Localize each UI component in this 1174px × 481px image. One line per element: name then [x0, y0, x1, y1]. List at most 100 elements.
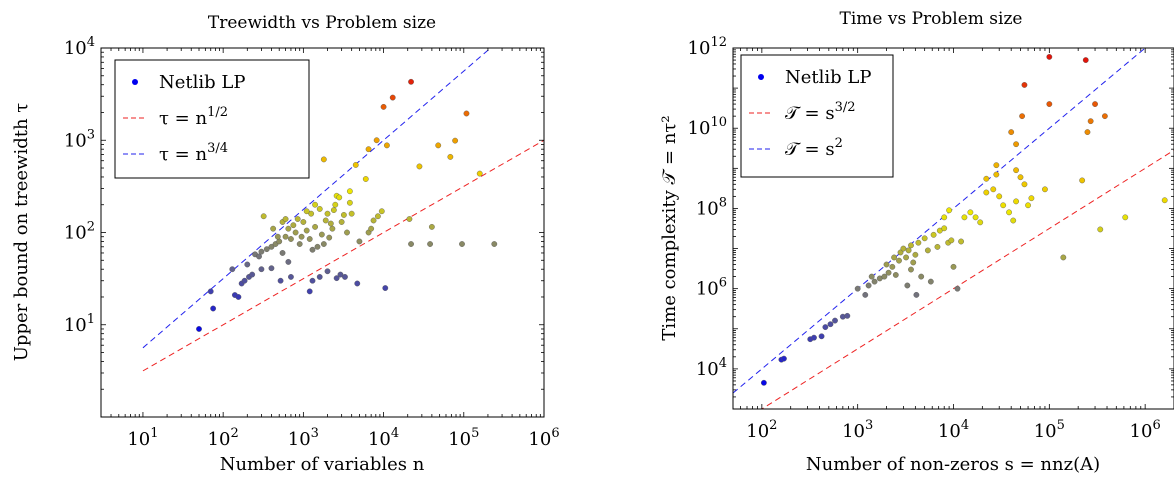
data-point [344, 229, 350, 236]
data-point [1006, 209, 1012, 216]
data-point [983, 189, 990, 196]
data-point [336, 194, 343, 201]
reference-line [142, 48, 492, 349]
data-point [868, 273, 875, 280]
data-point [270, 225, 277, 232]
reference-line [733, 48, 1146, 394]
x-tick-label: 105 [448, 426, 479, 450]
data-point [1025, 202, 1031, 209]
data-point [330, 207, 337, 213]
legend-label: τ = n3/4 [159, 141, 228, 165]
data-point [1087, 118, 1094, 125]
legend-box [114, 59, 310, 179]
data-point [452, 137, 459, 144]
data-point [316, 274, 323, 280]
plot-frame [732, 47, 1174, 410]
data-point [332, 201, 339, 208]
data-point [476, 170, 483, 177]
y-tick-label: 1010 [688, 115, 727, 139]
data-point [274, 233, 281, 240]
data-point [822, 324, 829, 331]
legend-label: τ = n1/2 [159, 105, 228, 129]
y-tick-labels: 104 106 108 1010 1012 [688, 35, 727, 380]
data-point [408, 241, 414, 247]
data-point [327, 220, 334, 227]
data-point [285, 225, 292, 232]
data-point [972, 214, 979, 221]
data-point [934, 243, 941, 250]
reference-line [760, 149, 1174, 409]
data-point [913, 291, 920, 298]
data-point [268, 243, 275, 250]
data-point [865, 282, 872, 289]
data-point [844, 312, 851, 319]
time-chart: Time vs Problem size 102 103 104 105 106 104… [659, 9, 1174, 475]
data-point [322, 217, 329, 224]
data-point [235, 294, 242, 300]
x-tick-labels: 101 102 103 104 105 106 [127, 426, 559, 450]
data-point [427, 241, 433, 247]
data-point [463, 110, 470, 117]
data-point [316, 206, 323, 212]
data-point [338, 219, 345, 225]
data-point [827, 321, 834, 328]
data-point [941, 225, 948, 232]
y-tick-label: 1012 [688, 35, 727, 59]
chart-title: Treewidth vs Problem size [208, 13, 436, 33]
data-point [382, 285, 389, 291]
data-point [915, 239, 922, 246]
data-point [288, 274, 294, 280]
data-point [905, 247, 912, 254]
x-tick-label: 104 [938, 418, 969, 442]
data-point [370, 217, 377, 224]
data-point [1028, 195, 1035, 202]
data-point [941, 214, 948, 221]
data-point [428, 224, 435, 230]
data-point [324, 210, 331, 217]
data-point [285, 259, 292, 265]
data-point [258, 266, 265, 273]
x-tick-labels: 102 103 104 105 106 [746, 418, 1160, 442]
x-axis-label: Number of non-zeros s = nnz(A) [806, 454, 1100, 475]
data-point [818, 333, 825, 340]
data-point [346, 199, 353, 206]
data-point [908, 242, 914, 249]
data-point [260, 213, 267, 220]
legend: Netlib LP τ = n1/2 τ = n3/4 [114, 59, 310, 179]
data-point [320, 241, 327, 247]
data-point [885, 269, 892, 276]
data-point [373, 137, 380, 144]
data-point [326, 234, 333, 241]
x-tick-label: 104 [368, 426, 399, 450]
data-point [1013, 167, 1019, 174]
data-point [210, 305, 217, 312]
data-point [1010, 217, 1017, 224]
legend-label: Netlib LP [159, 72, 245, 93]
data-point [279, 250, 286, 256]
data-point [406, 216, 413, 222]
data-point [312, 224, 318, 230]
data-point [881, 273, 888, 280]
data-point [298, 233, 305, 240]
legend-label: Netlib LP [785, 67, 871, 88]
x-tick-label: 106 [1130, 418, 1161, 442]
reference-lines [142, 48, 544, 372]
data-point [368, 225, 375, 232]
y-tick-label: 101 [64, 312, 95, 336]
reference-line [142, 139, 544, 372]
data-point [306, 236, 313, 242]
legend-box [740, 54, 894, 178]
data-point [408, 78, 414, 85]
x-axis-label: Number of variables n [220, 454, 425, 475]
data-point [196, 326, 202, 332]
data-point [288, 236, 294, 242]
data-point [924, 247, 931, 254]
data-point [308, 210, 315, 217]
data-point [967, 209, 974, 216]
legend-marker [132, 79, 138, 85]
chart-title: Time vs Problem size [840, 9, 1023, 29]
data-point [993, 171, 1000, 178]
data-point [1019, 113, 1026, 120]
data-point [348, 210, 355, 217]
data-point [990, 186, 997, 193]
